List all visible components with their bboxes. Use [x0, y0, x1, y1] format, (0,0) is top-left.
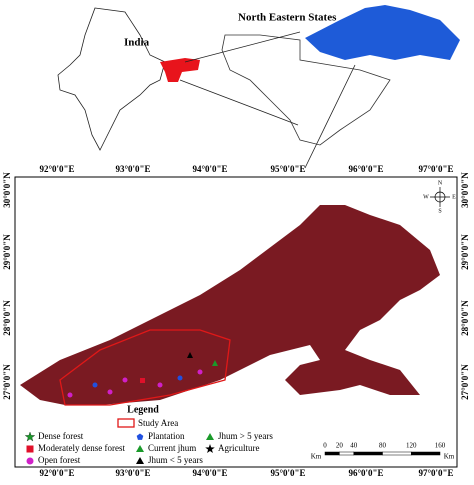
latitude-label: 29°0'0"N [460, 234, 470, 270]
arunachal-inset [305, 5, 460, 60]
latitude-label: 27°0'0"N [2, 364, 12, 400]
longitude-label: 96°0'0"E [348, 468, 383, 478]
india-label: India [124, 37, 150, 49]
longitude-label: 95°0'0"E [270, 164, 305, 174]
compass [430, 187, 450, 207]
longitude-label: 93°0'0"E [115, 164, 150, 174]
scale-segment [382, 451, 412, 456]
sample-points [67, 352, 218, 398]
legend-title: Legend [127, 404, 159, 415]
legend-label: Jhum > 5 years [218, 431, 273, 441]
scale-unit: Km [311, 453, 322, 461]
legend-symbol [136, 457, 144, 464]
latitude-label: 28°0'0"N [2, 300, 12, 336]
scale-segment [339, 451, 354, 456]
latitude-label: 30°0'0"N [2, 172, 12, 208]
longitude-label: 93°0'0"E [115, 468, 150, 478]
ne-outline [221, 34, 391, 146]
compass-s: S [438, 208, 441, 214]
legend-symbol [26, 457, 34, 465]
legend-label: Moderately dense forest [38, 443, 125, 453]
legend-symbol [136, 445, 144, 452]
legend-label: Jhum < 5 years [148, 455, 203, 465]
longitude-label: 97°0'0"E [418, 468, 453, 478]
longitude-label: 95°0'0"E [270, 468, 305, 478]
longitude-label: 94°0'0"E [192, 468, 227, 478]
latitude-label: 28°0'0"N [460, 300, 470, 336]
legend-label: Current jhum [148, 443, 196, 453]
scale-segment [411, 451, 441, 456]
scale-label: 0 [323, 442, 327, 450]
scale-unit: Km [444, 453, 455, 461]
legend-symbol [136, 433, 144, 440]
compass-w: W [423, 194, 429, 200]
latitude-label: 29°0'0"N [2, 234, 12, 270]
compass-e: E [452, 194, 456, 200]
scale-label: 120 [406, 442, 417, 450]
legend-symbol [24, 431, 36, 442]
study-area [59, 329, 231, 406]
latitude-label: 27°0'0"N [460, 364, 470, 400]
longitude-label: 96°0'0"E [348, 164, 383, 174]
latitude-label: 30°0'0"N [460, 172, 470, 208]
scale-segment [324, 451, 340, 456]
india-outline [57, 7, 166, 151]
dynamic: 92°0'0"E 92°0'0"E 93°0'0"E 93°0'0"E 94°0'0"E… [2, 164, 470, 478]
scale-label: 160 [435, 442, 446, 450]
study-area-label: Study Area [138, 418, 178, 428]
longitude-label: 92°0'0"E [39, 164, 74, 174]
arrows [179, 31, 356, 169]
scale-label: 20 [336, 442, 344, 450]
longitude-label: 97°0'0"E [418, 164, 453, 174]
legend-label: Open forest [38, 455, 81, 465]
longitude-label: 92°0'0"E [39, 468, 74, 478]
legend-symbol [206, 433, 214, 440]
ne-region [160, 58, 200, 82]
longitude-label: 94°0'0"E [192, 164, 227, 174]
legend-label: Dense forest [38, 431, 84, 441]
ne-label: North Eastern States [238, 12, 337, 24]
arunachal-map [20, 205, 440, 405]
scale-label: 80 [379, 442, 387, 450]
scale-segment [353, 451, 383, 456]
compass-n: N [438, 180, 443, 186]
legend-label: Agriculture [218, 443, 259, 453]
legend-label: Plantation [148, 431, 185, 441]
legend-symbol [205, 444, 215, 454]
study-area-swatch [117, 418, 135, 428]
scale-label: 40 [350, 442, 358, 450]
legend-symbol [26, 445, 34, 453]
